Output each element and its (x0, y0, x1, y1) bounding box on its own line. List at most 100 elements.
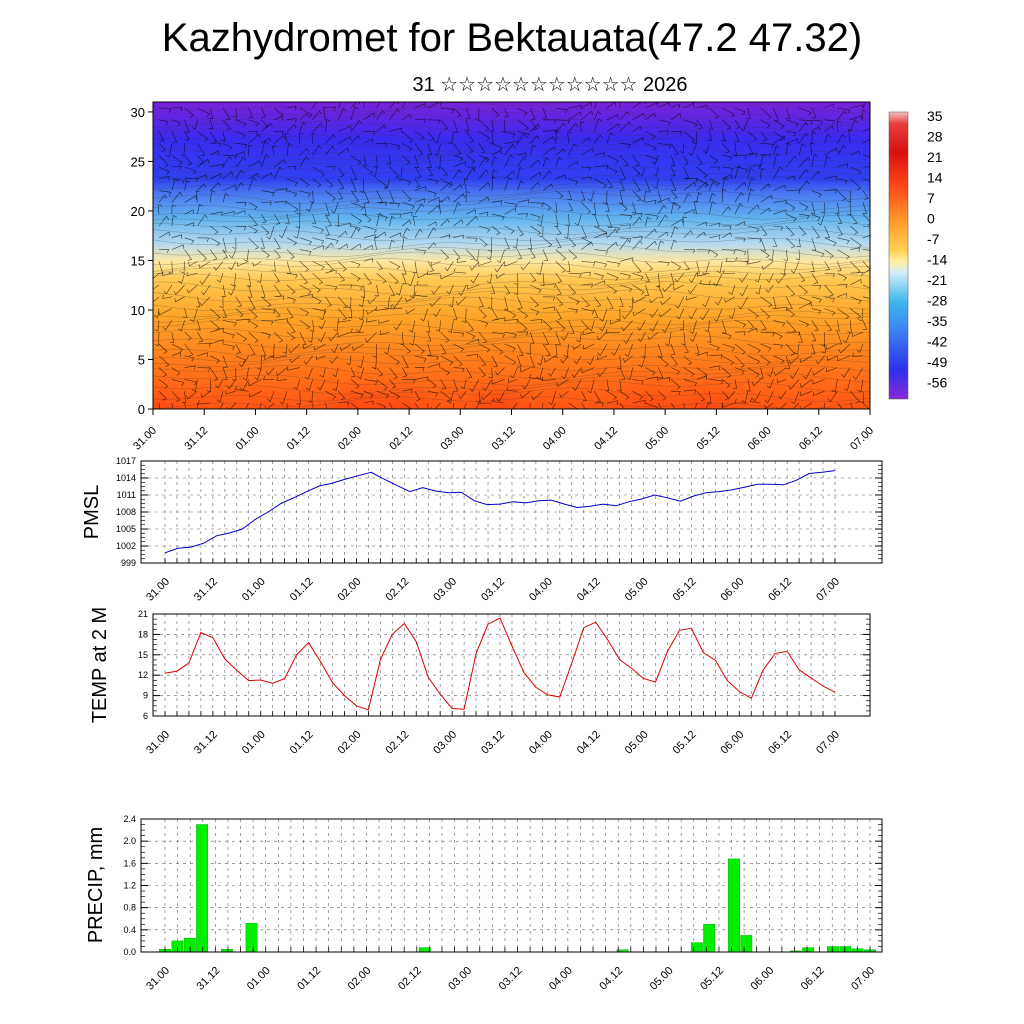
wind-barb (420, 308, 429, 322)
x-tick-label: 31.12 (182, 425, 210, 453)
wind-barb (597, 355, 608, 360)
wind-barb (222, 343, 235, 351)
wind-barb (489, 119, 494, 132)
wind-barb (376, 390, 390, 399)
wind-barb (555, 157, 563, 168)
wind-barb (460, 379, 467, 389)
wind-barb (632, 272, 644, 281)
wind-barb (235, 131, 246, 139)
wind-barb (458, 391, 467, 400)
wind-barb (184, 237, 195, 245)
wind-barb (332, 367, 339, 378)
wind-barb (363, 190, 370, 204)
wind-barb (606, 228, 618, 239)
wind-barb (306, 202, 313, 212)
wind-barb (767, 367, 774, 377)
wind-barb (645, 102, 659, 109)
wind-barb (184, 131, 190, 141)
wind-barb (475, 402, 480, 409)
wind-barb (350, 154, 362, 166)
wind-barb (722, 355, 735, 366)
wind-barb (517, 343, 524, 356)
wind-barb (440, 166, 448, 177)
wind-barb (350, 120, 362, 132)
wind-barb (254, 367, 262, 381)
wind-barb (325, 296, 332, 307)
wind-barb (786, 138, 798, 144)
wind-barb (594, 232, 608, 239)
wind-barb (849, 119, 858, 132)
wind-barb (594, 402, 604, 407)
wind-barb (216, 273, 224, 283)
wind-barb (325, 134, 336, 144)
wind-barb (632, 216, 642, 227)
wind-barb (248, 131, 259, 136)
wind-barb (568, 178, 579, 186)
wind-barb (670, 155, 676, 167)
wind-barb (184, 177, 198, 183)
wind-barb (466, 331, 476, 340)
wind-barb (197, 367, 211, 372)
wind-barb (685, 295, 697, 301)
wind-barb (299, 261, 310, 272)
wind-barb (158, 402, 161, 409)
x-tick-label: 02.00 (336, 576, 364, 604)
colorbar-label: 21 (927, 149, 943, 165)
wind-barb (610, 320, 620, 325)
colorbar-label: -35 (927, 313, 947, 329)
isotherm-line (153, 213, 870, 227)
wind-barb (594, 225, 607, 236)
wind-barb (478, 261, 492, 267)
wind-barb (453, 161, 467, 168)
x-tick-label: 02.00 (336, 425, 364, 453)
wind-barb (568, 122, 579, 132)
wind-barb (734, 398, 748, 404)
wind-barb (165, 143, 173, 158)
isotherm-line (153, 243, 870, 258)
wind-barb (438, 200, 444, 215)
wind-barb (624, 343, 633, 358)
colorbar-label: -42 (927, 334, 947, 350)
wind-barb (837, 178, 848, 185)
wind-barb (811, 107, 817, 119)
wind-barb (350, 367, 356, 378)
wind-barb (504, 319, 519, 324)
wind-barb (371, 166, 377, 178)
wind-barb (541, 376, 556, 382)
wind-barb (798, 273, 806, 282)
wind-barb (658, 355, 669, 367)
wind-barb (683, 155, 689, 165)
wind-barb (491, 213, 505, 221)
wind-barb (645, 216, 651, 227)
wind-barb (274, 318, 289, 323)
wind-barb (337, 107, 347, 120)
wind-barb (713, 273, 723, 287)
wind-barb (862, 190, 869, 200)
wind-barb (688, 308, 697, 320)
wind-barb (683, 249, 696, 254)
wind-barb (222, 320, 237, 327)
wind-barb (158, 166, 170, 176)
wind-barb (837, 292, 847, 298)
wind-barb (568, 308, 578, 314)
wind-barb (538, 225, 544, 238)
wind-barb (670, 113, 682, 121)
x-tick-label: 02.12 (383, 729, 411, 757)
wind-barb (734, 131, 740, 142)
wind-barb (683, 379, 698, 387)
wind-barb (248, 320, 259, 329)
wind-barb (337, 178, 345, 190)
wind-barb (850, 247, 860, 252)
wind-barb (542, 306, 556, 311)
wind-barb (265, 367, 275, 376)
wind-barb (478, 237, 488, 247)
wind-barb (683, 102, 695, 109)
wind-barb (279, 391, 288, 405)
wind-barb (632, 379, 644, 385)
wind-barb (645, 273, 650, 283)
wind-barb (722, 249, 736, 255)
wind-barb (645, 143, 657, 152)
wind-barb (312, 102, 322, 109)
wind-barb (389, 102, 400, 109)
